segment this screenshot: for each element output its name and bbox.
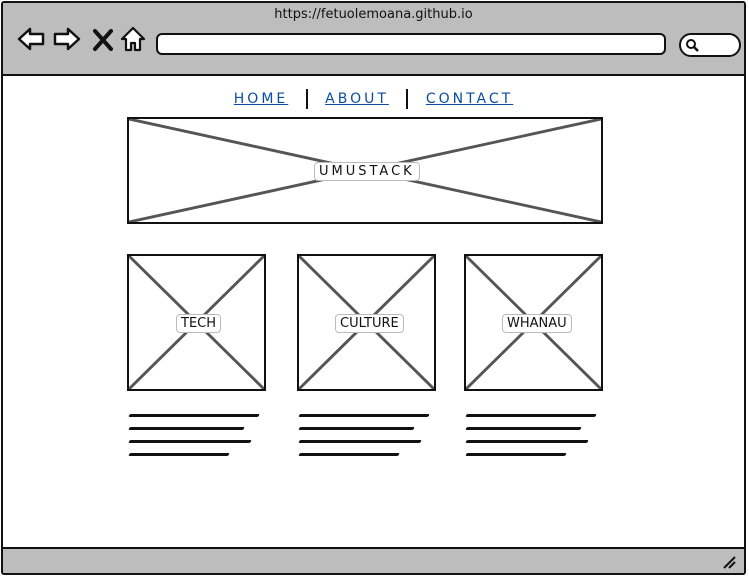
card-label-whanau: WHANAU (502, 314, 572, 333)
nav-divider (305, 89, 308, 109)
browser-toolbar: https://fetuolemoana.github.io (3, 3, 744, 76)
top-nav: HOME ABOUT CONTACT (3, 89, 744, 113)
placeholder-text-block (298, 405, 430, 466)
search-field[interactable] (679, 33, 741, 57)
card-image-placeholder: CULTURE (297, 254, 436, 391)
placeholder-text-block (128, 405, 260, 466)
nav-link-contact[interactable]: CONTACT (425, 91, 514, 107)
home-icon[interactable] (119, 25, 147, 53)
back-arrow-icon[interactable] (17, 25, 45, 53)
card-label-tech: TECH (176, 314, 222, 333)
search-icon (686, 39, 699, 52)
resize-grip-icon[interactable] (722, 555, 736, 569)
hero-image-placeholder: UMUSTACK (127, 117, 603, 224)
window-url-title: https://fetuolemoana.github.io (274, 7, 473, 22)
nav-link-home[interactable]: HOME (233, 91, 289, 107)
forward-arrow-icon[interactable] (53, 25, 81, 53)
nav-link-about[interactable]: ABOUT (325, 91, 389, 107)
card-image-placeholder: WHANAU (464, 254, 603, 391)
address-bar[interactable] (156, 33, 666, 55)
card-image-placeholder: TECH (127, 254, 266, 391)
hero-label: UMUSTACK (314, 162, 420, 181)
placeholder-text-block (465, 405, 597, 466)
card-label-culture: CULTURE (335, 314, 404, 333)
nav-divider (406, 89, 409, 109)
status-bar (3, 547, 744, 573)
close-x-icon[interactable] (91, 25, 115, 53)
